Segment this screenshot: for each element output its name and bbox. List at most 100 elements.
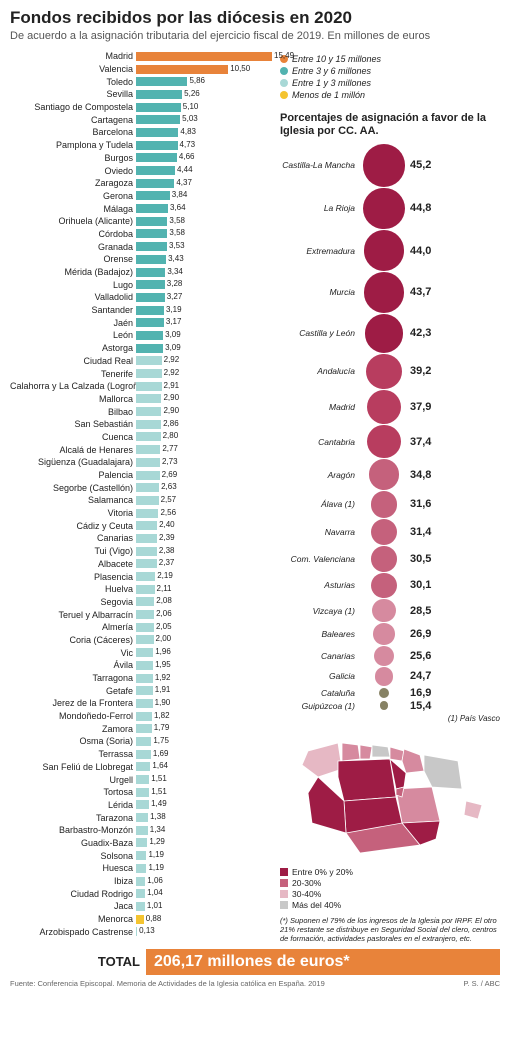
bar bbox=[136, 927, 137, 936]
bar-value: 1,38 bbox=[150, 812, 166, 821]
bar-row: Ibiza1,06 bbox=[10, 875, 272, 888]
legend-item: Entre 10 y 15 millones bbox=[280, 54, 500, 64]
bar-value: 4,44 bbox=[177, 165, 193, 174]
bar-row: Cádiz y Ceuta2,40 bbox=[10, 519, 272, 532]
pct-circle bbox=[364, 230, 405, 271]
bar bbox=[136, 623, 154, 632]
pct-value: 37,9 bbox=[410, 401, 431, 413]
bar-label: Zaragoza bbox=[10, 178, 136, 188]
bar-value: 5,03 bbox=[182, 114, 198, 123]
bar-label: Jaén bbox=[10, 318, 136, 328]
bar-row: Jaca1,01 bbox=[10, 900, 272, 913]
bar-row: Jerez de la Frontera1,90 bbox=[10, 697, 272, 710]
bar-row: Getafe1,91 bbox=[10, 684, 272, 697]
pct-circle bbox=[371, 519, 398, 546]
bar-row: Burgos4,66 bbox=[10, 152, 272, 165]
bar-row: Oviedo 4,44 bbox=[10, 164, 272, 177]
bar-label: Vic bbox=[10, 648, 136, 658]
pct-label: La Rioja bbox=[280, 203, 358, 213]
bar-label: Almería bbox=[10, 622, 136, 632]
bar-label: Valencia bbox=[10, 64, 136, 74]
legend-text: Más del 40% bbox=[292, 900, 341, 910]
pct-label: Álava (1) bbox=[280, 499, 358, 509]
bar-value: 1,64 bbox=[152, 761, 168, 770]
pct-value: 31,4 bbox=[410, 526, 431, 538]
pct-circle bbox=[373, 623, 394, 644]
bar-row: Orense3,43 bbox=[10, 253, 272, 266]
pct-row: Murcia43,7 bbox=[280, 272, 500, 313]
pct-circle bbox=[367, 390, 401, 424]
bar bbox=[136, 153, 177, 162]
bar-row: San Feliú de Llobregat1,64 bbox=[10, 761, 272, 774]
legend-square bbox=[280, 901, 288, 909]
bar-label: Valladolid bbox=[10, 292, 136, 302]
source: Fuente: Conferencia Episcopal. Memoria d… bbox=[10, 979, 325, 988]
bar-row: Vic1,96 bbox=[10, 646, 272, 659]
bar-label: Lérida bbox=[10, 800, 136, 810]
bar-value: 3,53 bbox=[169, 241, 185, 250]
bar bbox=[136, 838, 147, 847]
bar-row: Cuenca2,80 bbox=[10, 431, 272, 444]
bar bbox=[136, 293, 165, 302]
bar-label: Ciudad Rodrigo bbox=[10, 889, 136, 899]
bar bbox=[136, 77, 187, 86]
bar-label: Burgos bbox=[10, 153, 136, 163]
pct-label: Baleares bbox=[280, 629, 358, 639]
bar-label: Arzobispado Castrense bbox=[10, 927, 136, 937]
bar bbox=[136, 597, 154, 606]
pct-label: Cataluña bbox=[280, 688, 358, 698]
pct-row: Canarias25,6 bbox=[280, 646, 500, 666]
bar-row: Osma (Soria)1,75 bbox=[10, 735, 272, 748]
bar-row: Pamplona y Tudela4,73 bbox=[10, 139, 272, 152]
bar-label: San Sebastián bbox=[10, 419, 136, 429]
pct-label: Castilla y León bbox=[280, 328, 358, 338]
bar-label: Oviedo bbox=[10, 166, 136, 176]
pct-circle bbox=[367, 425, 400, 458]
bar-row: Urgell1,51 bbox=[10, 773, 272, 786]
bar-row: Toledo5,86 bbox=[10, 75, 272, 88]
bar-row: Madrid15,49 bbox=[10, 50, 272, 63]
bar-value: 2,05 bbox=[156, 622, 172, 631]
pct-row: Navarra31,4 bbox=[280, 519, 500, 546]
bar-value: 2,06 bbox=[156, 609, 172, 618]
pct-row: Aragón34,8 bbox=[280, 459, 500, 489]
bar bbox=[136, 204, 168, 213]
bar bbox=[136, 509, 158, 518]
bar-value: 2,40 bbox=[159, 520, 175, 529]
bar-row: Astorga3,09 bbox=[10, 342, 272, 355]
bar-value: 2,57 bbox=[161, 495, 177, 504]
bar-value: 2,73 bbox=[162, 457, 178, 466]
bar bbox=[136, 813, 148, 822]
pct-value: 42,3 bbox=[410, 327, 431, 339]
bar-row: Teruel y Albarracín2,06 bbox=[10, 608, 272, 621]
bar-label: Guadix-Baza bbox=[10, 838, 136, 848]
bar-label: Jaca bbox=[10, 901, 136, 911]
bar bbox=[136, 610, 154, 619]
bar-value: 1,82 bbox=[154, 711, 170, 720]
bar bbox=[136, 775, 149, 784]
bar-label: Mérida (Badajoz) bbox=[10, 267, 136, 277]
bar-row: Segovia2,08 bbox=[10, 596, 272, 609]
bar bbox=[136, 356, 162, 365]
map-legend-item: Entre 0% y 20% bbox=[280, 867, 500, 877]
bar-label: Toledo bbox=[10, 77, 136, 87]
bar bbox=[136, 762, 150, 771]
bar-row: Tarazona1,38 bbox=[10, 811, 272, 824]
bar bbox=[136, 229, 167, 238]
legend-dot bbox=[280, 67, 288, 75]
bar-row: Gerona3,84 bbox=[10, 190, 272, 203]
bar bbox=[136, 217, 167, 226]
bar-row: Bilbao2,90 bbox=[10, 405, 272, 418]
bar-label: Alcalá de Henares bbox=[10, 445, 136, 455]
bar-row: Cartagena5,03 bbox=[10, 113, 272, 126]
bar-label: Bilbao bbox=[10, 407, 136, 417]
bar-row: Coria (Cáceres)2,00 bbox=[10, 634, 272, 647]
bar-row: Orihuela (Alicante)3,58 bbox=[10, 215, 272, 228]
chart-subtitle: De acuerdo a la asignación tributaria de… bbox=[10, 30, 500, 42]
bar-label: Cuenca bbox=[10, 432, 136, 442]
bar bbox=[136, 724, 152, 733]
bar-row: Zamora1,79 bbox=[10, 722, 272, 735]
bar-label: Barbastro-Monzón bbox=[10, 825, 136, 835]
pct-title: Porcentajes de asignación a favor de la … bbox=[280, 112, 500, 138]
legend-square bbox=[280, 879, 288, 887]
